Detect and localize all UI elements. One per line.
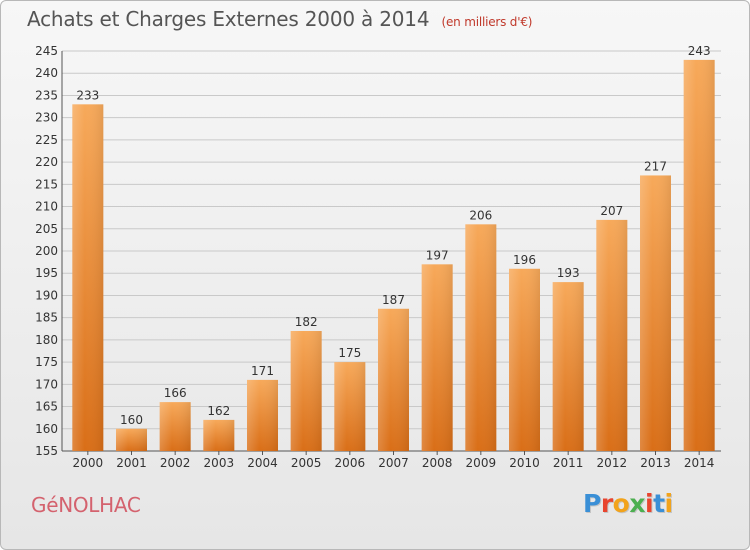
bar-value-label: 197 bbox=[426, 248, 449, 262]
x-tick-label: 2013 bbox=[640, 456, 671, 470]
y-tick-label: 185 bbox=[35, 311, 58, 325]
y-tick-label: 195 bbox=[35, 266, 58, 280]
y-tick-label: 215 bbox=[35, 177, 58, 191]
chart-title-text: Achats et Charges Externes 2000 à 2014 bbox=[27, 7, 430, 31]
y-tick-label: 240 bbox=[35, 66, 58, 80]
bar-highlight bbox=[378, 308, 409, 451]
y-tick-label: 190 bbox=[35, 288, 58, 302]
bar-value-label: 166 bbox=[164, 386, 187, 400]
x-tick-label: 2000 bbox=[73, 456, 104, 470]
bar-value-label: 233 bbox=[76, 88, 99, 102]
x-tick-labels: 2000 2001 2002 2003 2004 2005 2006 2007 2008 2009… bbox=[73, 451, 715, 470]
bar-highlight bbox=[247, 379, 278, 451]
bar-value-label: 175 bbox=[338, 346, 361, 360]
y-tick-label: 205 bbox=[35, 222, 58, 236]
bar-value-label: 160 bbox=[120, 413, 143, 427]
bar-value-label: 196 bbox=[513, 253, 536, 267]
bar-highlight bbox=[116, 428, 147, 451]
y-tick-label: 220 bbox=[35, 155, 58, 169]
bar-highlight bbox=[509, 268, 540, 451]
bars bbox=[72, 59, 715, 452]
logo-letter: i bbox=[664, 489, 674, 518]
x-tick-label: 2001 bbox=[116, 456, 147, 470]
bar-highlight bbox=[159, 402, 191, 451]
y-tick-label: 210 bbox=[35, 200, 58, 214]
chart-subtitle: (en milliers d'€) bbox=[441, 15, 533, 29]
bar-value-label: 193 bbox=[557, 266, 580, 280]
bar-value-label: 187 bbox=[382, 293, 405, 307]
logo-letter: r bbox=[600, 489, 613, 518]
x-tick-label: 2014 bbox=[684, 456, 715, 470]
town-name: GéNOLHAC bbox=[31, 493, 141, 517]
bar-value-label: 217 bbox=[644, 159, 667, 173]
logo-letter: t bbox=[653, 489, 665, 518]
x-tick-label: 2010 bbox=[509, 456, 540, 470]
y-tick-label: 225 bbox=[35, 133, 58, 147]
logo-letter: x bbox=[629, 489, 645, 518]
proxiti-logo: Proxiti bbox=[583, 489, 673, 518]
y-tick-label: 165 bbox=[35, 400, 58, 414]
chart-title: Achats et Charges Externes 2000 à 2014 (… bbox=[27, 7, 532, 31]
y-tick-label: 245 bbox=[35, 44, 58, 58]
bar-highlight bbox=[421, 264, 453, 451]
bar-highlight bbox=[334, 362, 366, 451]
x-tick-label: 2012 bbox=[597, 456, 628, 470]
x-tick-label: 2006 bbox=[335, 456, 366, 470]
y-tick-label: 175 bbox=[35, 355, 58, 369]
logo-letter: i bbox=[645, 489, 654, 518]
y-tick-label: 200 bbox=[35, 244, 58, 258]
bar-highlight bbox=[683, 59, 715, 452]
y-tick-label: 170 bbox=[35, 377, 58, 391]
logo-letter: P bbox=[583, 489, 601, 518]
bar-highlight bbox=[203, 419, 235, 451]
bar-highlight bbox=[640, 175, 671, 451]
y-tick-label: 180 bbox=[35, 333, 58, 347]
x-tick-label: 2007 bbox=[378, 456, 409, 470]
bar-highlight bbox=[465, 224, 497, 451]
bar-value-label: 162 bbox=[207, 404, 230, 418]
x-tick-label: 2004 bbox=[247, 456, 278, 470]
bar-value-label: 206 bbox=[469, 208, 492, 222]
data-labels: 233 160 166 162 171 182 175 187 197 206 196 193 207 2… bbox=[76, 44, 710, 427]
bar-value-label: 171 bbox=[251, 364, 274, 378]
bar-highlight bbox=[72, 104, 104, 451]
y-tick-label: 230 bbox=[35, 111, 58, 125]
bar-highlight bbox=[290, 331, 322, 451]
bar-value-label: 243 bbox=[688, 44, 711, 58]
y-tick-label: 160 bbox=[35, 422, 58, 436]
x-tick-label: 2005 bbox=[291, 456, 322, 470]
y-tick-label: 155 bbox=[35, 444, 58, 458]
x-tick-label: 2002 bbox=[160, 456, 191, 470]
x-tick-label: 2003 bbox=[204, 456, 235, 470]
bar-value-label: 207 bbox=[600, 204, 623, 218]
x-tick-label: 2009 bbox=[466, 456, 497, 470]
bar-highlight bbox=[596, 219, 628, 451]
bar-value-label: 182 bbox=[295, 315, 318, 329]
y-tick-label: 235 bbox=[35, 88, 58, 102]
y-tick-labels: 155 160 165 170 175 180 185 190 195 200 205 210 215 2… bbox=[35, 44, 58, 458]
logo-letter: o bbox=[612, 489, 630, 518]
x-tick-label: 2008 bbox=[422, 456, 453, 470]
bar-highlight bbox=[552, 282, 584, 451]
x-tick-label: 2011 bbox=[553, 456, 584, 470]
